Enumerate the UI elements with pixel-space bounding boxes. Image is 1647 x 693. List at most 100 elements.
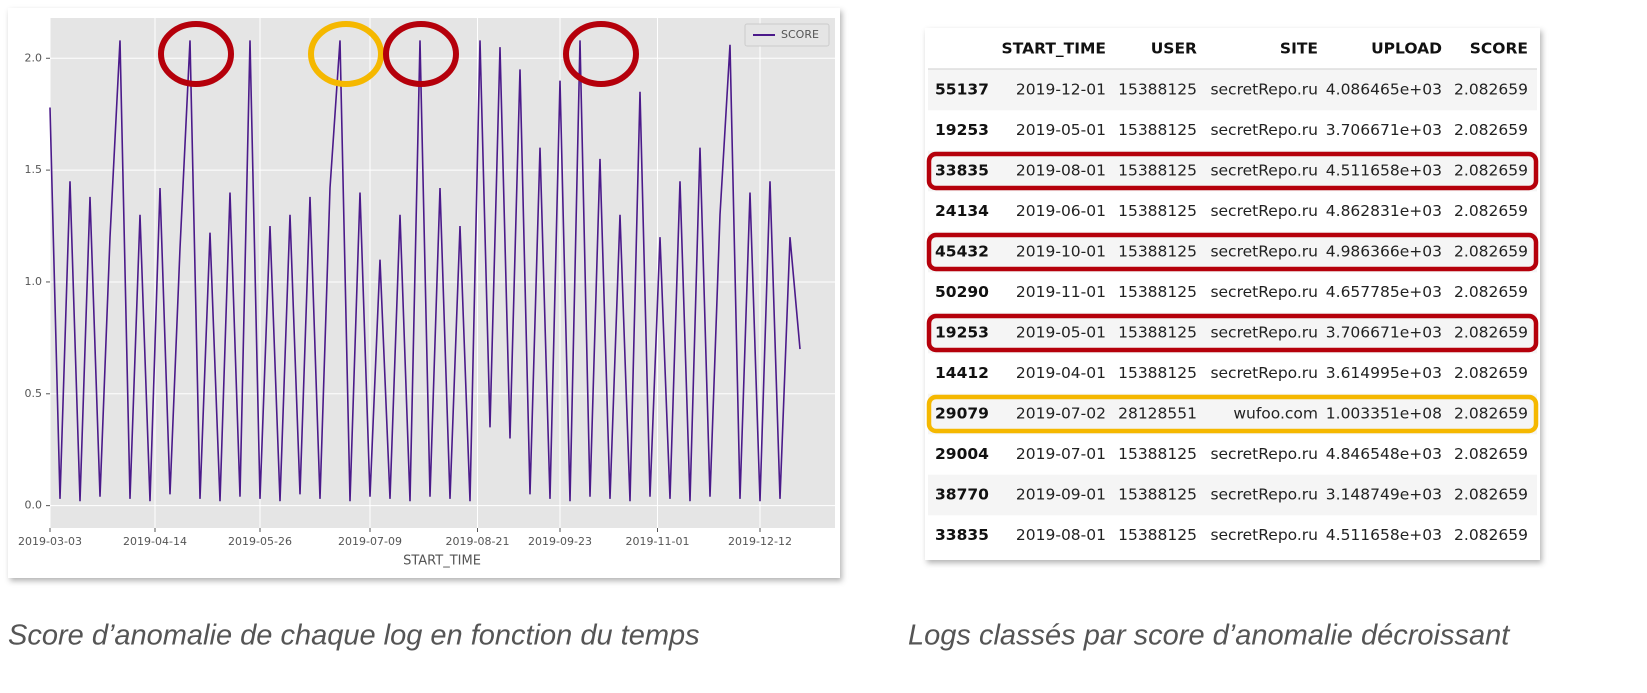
circle-annotation bbox=[308, 21, 384, 87]
row-index: 33835 bbox=[935, 162, 989, 180]
table-cell: 15388125 bbox=[1118, 81, 1197, 99]
table-cell: 1.003351e+08 bbox=[1326, 405, 1442, 423]
row-index: 55137 bbox=[935, 81, 989, 99]
y-tick-label: 0.0 bbox=[25, 499, 43, 512]
table-cell: 4.657785e+03 bbox=[1326, 283, 1442, 301]
table-cell: 2019-05-01 bbox=[1016, 324, 1106, 342]
table-cell: secretRepo.ru bbox=[1210, 364, 1318, 382]
row-shade bbox=[928, 474, 1537, 516]
table-cell: 15388125 bbox=[1118, 202, 1197, 220]
x-tick-label: 2019-05-26 bbox=[228, 535, 292, 548]
column-header: SITE bbox=[1280, 40, 1318, 58]
row-index: 38770 bbox=[935, 486, 989, 504]
table-cell: 2.082659 bbox=[1454, 121, 1528, 139]
table-cell: 2.082659 bbox=[1454, 526, 1528, 544]
y-tick-label: 1.5 bbox=[25, 163, 43, 176]
row-index: 24134 bbox=[935, 202, 989, 220]
table-panel bbox=[925, 28, 1540, 560]
table-cell: 4.862831e+03 bbox=[1326, 202, 1442, 220]
table-cell: secretRepo.ru bbox=[1210, 526, 1318, 544]
row-shade bbox=[928, 393, 1537, 435]
table-cell: 2.082659 bbox=[1454, 486, 1528, 504]
table-cell: secretRepo.ru bbox=[1210, 202, 1318, 220]
table-cell: 3.614995e+03 bbox=[1326, 364, 1442, 382]
row-shade bbox=[928, 312, 1537, 354]
row-index: 19253 bbox=[935, 324, 989, 342]
table-cell: 4.846548e+03 bbox=[1326, 445, 1442, 463]
table-cell: 2019-11-01 bbox=[1016, 283, 1106, 301]
table-cell: secretRepo.ru bbox=[1210, 243, 1318, 261]
table-cell: 2019-12-01 bbox=[1016, 81, 1106, 99]
table-cell: 2.082659 bbox=[1454, 405, 1528, 423]
table-cell: 2019-04-01 bbox=[1016, 364, 1106, 382]
row-highlight bbox=[926, 232, 1539, 272]
table-cell: 15388125 bbox=[1118, 243, 1197, 261]
row-highlight bbox=[926, 394, 1539, 434]
table-cell: 2.082659 bbox=[1454, 202, 1528, 220]
x-tick-label: 2019-07-09 bbox=[338, 535, 402, 548]
x-tick-label: 2019-11-01 bbox=[626, 535, 690, 548]
table-cell: secretRepo.ru bbox=[1210, 283, 1318, 301]
x-tick-label: 2019-12-12 bbox=[728, 535, 792, 548]
table-cell: 2019-07-02 bbox=[1016, 405, 1106, 423]
caption: Logs classés par score d’anomalie décroi… bbox=[908, 620, 1511, 652]
table-cell: 2.082659 bbox=[1454, 364, 1528, 382]
table-cell: 3.706671e+03 bbox=[1326, 324, 1442, 342]
table-cell: 2019-08-01 bbox=[1016, 526, 1106, 544]
circle-annotation bbox=[383, 21, 459, 87]
x-tick-label: 2019-08-21 bbox=[446, 535, 510, 548]
table-cell: 15388125 bbox=[1118, 324, 1197, 342]
table-cell: 15388125 bbox=[1118, 526, 1197, 544]
table-cell: 2.082659 bbox=[1454, 162, 1528, 180]
table-cell: 15388125 bbox=[1118, 364, 1197, 382]
table-cell: 4.086465e+03 bbox=[1326, 81, 1442, 99]
table-cell: secretRepo.ru bbox=[1210, 486, 1318, 504]
row-shade bbox=[928, 69, 1537, 111]
table-cell: 2019-07-01 bbox=[1016, 445, 1106, 463]
table-cell: 2019-10-01 bbox=[1016, 243, 1106, 261]
column-header: START_TIME bbox=[1002, 40, 1106, 58]
table-cell: 2.082659 bbox=[1454, 324, 1528, 342]
row-index: 50290 bbox=[935, 283, 989, 301]
y-tick-label: 1.0 bbox=[25, 275, 43, 288]
table-cell: 15388125 bbox=[1118, 486, 1197, 504]
row-shade bbox=[928, 231, 1537, 273]
legend-label: SCORE bbox=[781, 28, 819, 41]
table-cell: 4.511658e+03 bbox=[1326, 162, 1442, 180]
x-tick-label: 2019-03-03 bbox=[18, 535, 82, 548]
table-cell: secretRepo.ru bbox=[1210, 445, 1318, 463]
circle-annotation bbox=[563, 21, 639, 87]
table-cell: 2.082659 bbox=[1454, 445, 1528, 463]
table-cell: secretRepo.ru bbox=[1210, 162, 1318, 180]
table-cell: 15388125 bbox=[1118, 445, 1197, 463]
row-index: 29004 bbox=[935, 445, 989, 463]
row-index: 33835 bbox=[935, 526, 989, 544]
table: START_TIME USER SITE UPLOAD SCORE 55137 2019-1… bbox=[926, 40, 1539, 544]
table-cell: 2019-06-01 bbox=[1016, 202, 1106, 220]
table-cell: 15388125 bbox=[1118, 283, 1197, 301]
column-header: UPLOAD bbox=[1371, 40, 1442, 58]
table-cell: 3.706671e+03 bbox=[1326, 121, 1442, 139]
x-tick-label: 2019-04-14 bbox=[123, 535, 187, 548]
table-cell: 15388125 bbox=[1118, 121, 1197, 139]
table-cell: secretRepo.ru bbox=[1210, 121, 1318, 139]
y-tick-label: 2.0 bbox=[25, 51, 43, 64]
caption: Score d’anomalie de chaque log en foncti… bbox=[8, 620, 700, 652]
row-index: 14412 bbox=[935, 364, 989, 382]
table-cell: 28128551 bbox=[1118, 405, 1197, 423]
grid bbox=[49, 18, 835, 528]
plot bbox=[49, 40, 801, 502]
column-header: SCORE bbox=[1470, 40, 1528, 58]
table-cell: 2019-08-01 bbox=[1016, 162, 1106, 180]
table-cell: 2.082659 bbox=[1454, 243, 1528, 261]
column-header: USER bbox=[1151, 40, 1197, 58]
y-tick-label: 0.5 bbox=[25, 387, 43, 400]
table-cell: 2019-05-01 bbox=[1016, 121, 1106, 139]
table-cell: wufoo.com bbox=[1233, 405, 1318, 423]
table-cell: 2.082659 bbox=[1454, 81, 1528, 99]
table-cell: secretRepo.ru bbox=[1210, 81, 1318, 99]
circle-annotation bbox=[158, 21, 234, 87]
table-cell: 2.082659 bbox=[1454, 283, 1528, 301]
table-cell: 3.148749e+03 bbox=[1326, 486, 1442, 504]
